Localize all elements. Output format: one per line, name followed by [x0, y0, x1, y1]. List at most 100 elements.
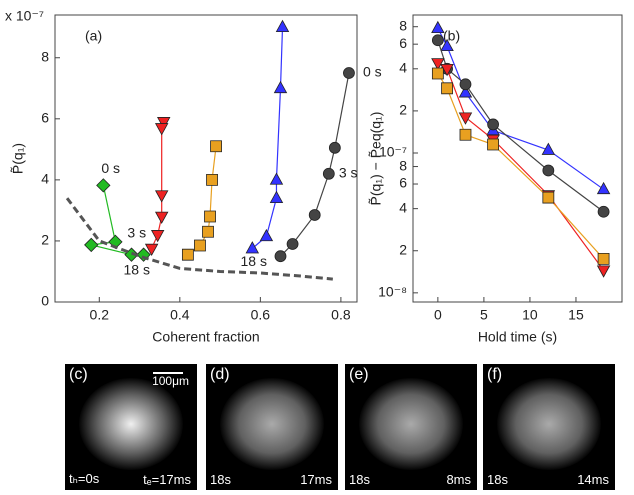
point: [458, 85, 473, 98]
image-panel: (f) 18s 14ms: [483, 364, 615, 490]
point: [596, 181, 611, 195]
y-tick-label: 2: [399, 102, 407, 118]
point: [487, 118, 500, 131]
point: [542, 164, 555, 177]
series-line: [151, 121, 165, 249]
series-line: [251, 27, 284, 250]
expansion-time: tₑ=17ms: [143, 472, 191, 487]
point: [541, 142, 556, 155]
point: [156, 117, 171, 130]
scale-bar: [153, 372, 183, 374]
x-tick-label: 15: [568, 307, 584, 323]
point: [154, 211, 169, 224]
expansion-time: 14ms: [577, 472, 609, 487]
y-multiplier: x 10⁻⁷: [5, 8, 44, 24]
panel-label: (f): [487, 366, 503, 383]
y-tick-label: 10⁻⁸: [378, 284, 407, 300]
point: [194, 239, 206, 252]
x-tick-label: 0.6: [251, 307, 271, 323]
series-line: [437, 40, 604, 213]
point: [274, 250, 287, 263]
point: [597, 205, 610, 218]
point: [322, 167, 335, 180]
point: [328, 141, 341, 154]
plot-frame: [54, 14, 358, 303]
x-tick-label: 10: [522, 307, 538, 323]
point: [150, 230, 165, 243]
point: [96, 178, 111, 193]
point: [286, 238, 299, 250]
point: [458, 112, 473, 125]
x-tick-label: 0.4: [170, 307, 190, 323]
panel-label: (d): [210, 366, 230, 383]
x-tick-label: 0.8: [331, 307, 351, 323]
point: [206, 173, 218, 186]
point: [440, 63, 454, 77]
point: [144, 243, 159, 256]
point: [245, 241, 260, 254]
hold-time: 18s: [487, 472, 508, 487]
point: [440, 38, 454, 52]
point: [84, 237, 99, 253]
y-tick-label: 10⁻⁷: [379, 144, 407, 160]
x-tick-label: 5: [480, 307, 488, 323]
y-tick-label: 6: [399, 175, 407, 191]
charts: 0.2 0.4 0.6 0.8 0 2 4 6 8 (a) Coherent fraction P̃(…: [5, 8, 623, 345]
image-panel: (c) tₕ=0s tₑ=17ms 100μm: [65, 364, 197, 490]
series-line: [187, 146, 217, 256]
point: [459, 128, 472, 141]
point: [154, 123, 169, 136]
annotation: 18 s: [240, 253, 266, 269]
y-tick-label: 4: [399, 199, 407, 215]
point: [259, 228, 274, 242]
annotation: 3 s: [127, 225, 146, 241]
y-tick-label: 0: [41, 293, 49, 309]
point: [154, 190, 169, 203]
y-axis-label: P̃(q₁) − P̃eq(q₁): [367, 112, 383, 206]
point: [441, 82, 453, 95]
image-panel: (e) 18s 8ms: [345, 364, 477, 490]
scale-bar-label: 100μm: [152, 374, 189, 388]
point: [210, 140, 222, 153]
annotation: 0 s: [101, 160, 120, 176]
expansion-time: 17ms: [300, 472, 332, 487]
y-tick-label: 8: [41, 48, 49, 64]
point: [487, 138, 500, 151]
x-tick-label: 0.2: [90, 307, 110, 323]
point: [181, 248, 194, 261]
y-tick-label: 2: [399, 241, 407, 257]
hold-time: 18s: [349, 472, 370, 487]
point: [269, 190, 284, 203]
chart-title: (a): [85, 28, 102, 44]
point: [431, 20, 445, 34]
annotation: 0 s: [363, 64, 382, 80]
point: [596, 265, 611, 278]
y-tick-label: 8: [399, 17, 407, 33]
point: [431, 67, 444, 80]
y-tick-label: 6: [41, 110, 49, 126]
cloud: [79, 378, 183, 470]
point: [202, 225, 214, 238]
y-tick-label: 4: [41, 171, 49, 187]
point: [597, 252, 610, 265]
x-axis-label: Hold time (s): [478, 329, 557, 345]
panel-label: (e): [349, 366, 369, 383]
point: [308, 209, 321, 221]
expansion-time: 8ms: [446, 472, 471, 487]
y-tick-label: 2: [41, 232, 49, 248]
series-line: [437, 73, 605, 260]
point: [204, 210, 216, 223]
hold-time: tₕ=0s: [69, 471, 100, 486]
hold-time: 18s: [210, 472, 231, 487]
point: [343, 67, 355, 79]
y-tick-label: 4: [399, 60, 407, 76]
cloud: [497, 378, 601, 470]
annotation: 3 s: [339, 164, 358, 180]
cloud: [359, 378, 463, 470]
point: [273, 80, 288, 94]
plot-frame: [412, 14, 623, 303]
y-tick-label: 6: [399, 35, 407, 51]
y-tick-label: 8: [399, 157, 407, 173]
x-tick-label: 0: [434, 307, 442, 323]
